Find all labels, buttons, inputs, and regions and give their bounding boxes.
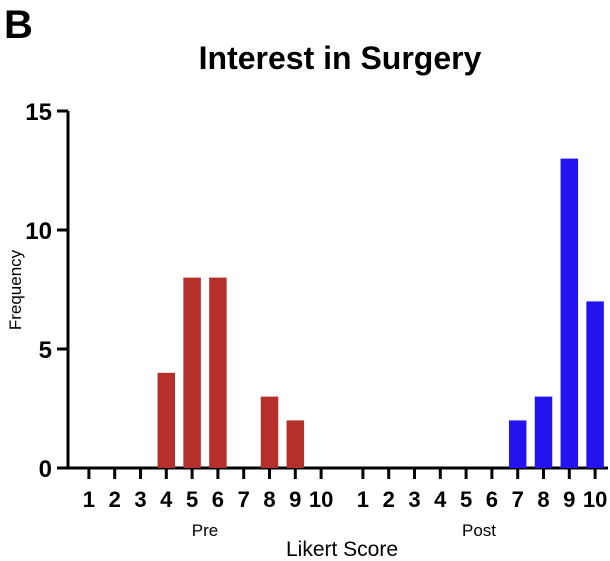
bar-pre-4 xyxy=(157,372,176,468)
x-tick-label: 9 xyxy=(289,487,301,512)
x-tick-label: 7 xyxy=(512,487,524,512)
x-tick-label: 6 xyxy=(486,487,498,512)
x-tick-label: 7 xyxy=(238,487,250,512)
x-tick-label: 4 xyxy=(160,487,173,512)
group-label-post: Post xyxy=(462,521,496,540)
bar-pre-5 xyxy=(183,277,201,468)
group-label-pre: Pre xyxy=(192,521,218,540)
x-tick-label: 10 xyxy=(309,487,333,512)
y-axis-title: Frequency xyxy=(6,249,25,330)
x-tick-label: 8 xyxy=(263,487,275,512)
x-tick-label: 8 xyxy=(537,487,549,512)
x-tick-label: 6 xyxy=(212,487,224,512)
x-tick-label: 4 xyxy=(434,487,447,512)
y-tick-label: 0 xyxy=(39,456,52,483)
y-tick-label: 5 xyxy=(39,337,52,364)
x-tick-label: 10 xyxy=(583,487,607,512)
bar-pre-8 xyxy=(260,396,279,468)
y-tick-label: 10 xyxy=(25,218,52,245)
x-tick-label: 9 xyxy=(563,487,575,512)
bar-pre-9 xyxy=(286,420,305,468)
x-tick-label: 1 xyxy=(357,487,369,512)
x-tick-label: 2 xyxy=(109,487,121,512)
x-tick-label: 3 xyxy=(134,487,146,512)
x-tick-label: 5 xyxy=(186,487,198,512)
x-tick-label: 1 xyxy=(83,487,95,512)
bar-post-10 xyxy=(586,301,604,468)
bar-pre-6 xyxy=(209,277,227,468)
x-axis-title: Likert Score xyxy=(286,538,398,561)
bar-post-8 xyxy=(534,396,553,468)
x-tick-label: 3 xyxy=(408,487,420,512)
bar-post-7 xyxy=(508,420,527,468)
panel-letter: B xyxy=(4,3,33,47)
bar-post-9 xyxy=(560,158,579,468)
x-tick-label: 2 xyxy=(383,487,395,512)
x-tick-label: 5 xyxy=(460,487,472,512)
chart-title: Interest in Surgery xyxy=(199,40,482,76)
y-tick-label: 15 xyxy=(25,99,52,126)
